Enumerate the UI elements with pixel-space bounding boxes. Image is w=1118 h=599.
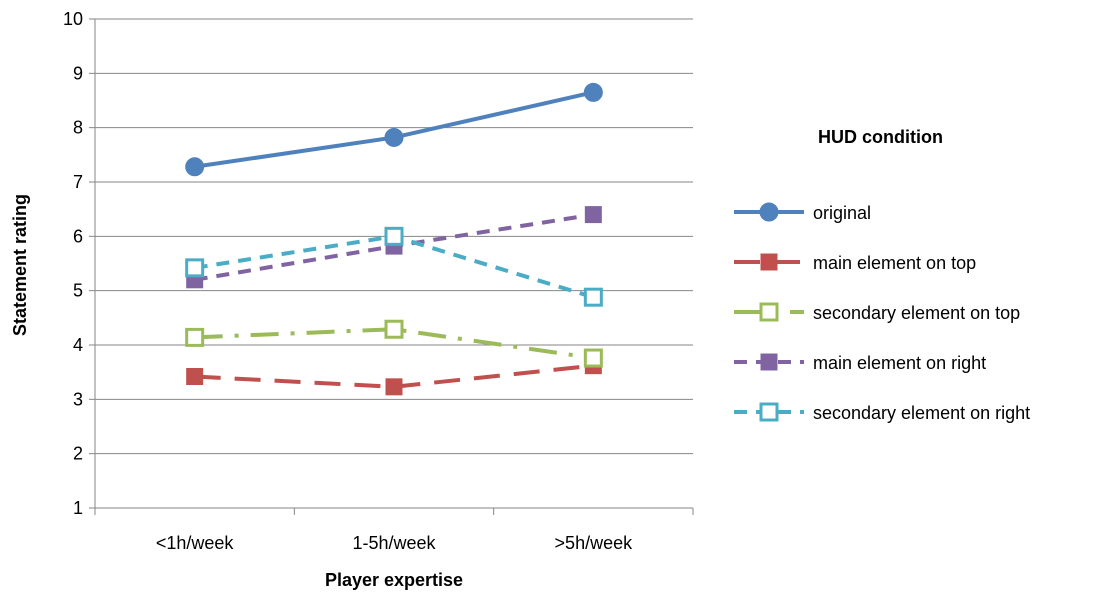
series-2-point-1 bbox=[384, 319, 404, 339]
legend-swatch-marker-4 bbox=[759, 402, 779, 422]
legend-item-2: secondary element on top bbox=[734, 302, 1020, 323]
series-line-2 bbox=[194, 327, 594, 361]
legend-swatch-marker-2 bbox=[759, 302, 779, 322]
y-tick-label-7: 7 bbox=[73, 172, 83, 192]
y-tick-label-10: 10 bbox=[63, 9, 83, 29]
y-tick-label-2: 2 bbox=[73, 444, 83, 464]
legend-label-2: secondary element on top bbox=[813, 303, 1020, 323]
legend-item-4: secondary element on right bbox=[734, 402, 1030, 423]
legend-label-0: original bbox=[813, 203, 871, 223]
series-3 bbox=[186, 206, 602, 289]
y-tick-label-1: 1 bbox=[73, 498, 83, 518]
x-axis-title: Player expertise bbox=[325, 570, 463, 590]
legend: original main element on top secondary ele… bbox=[734, 202, 1030, 423]
y-tick-label-5: 5 bbox=[73, 281, 83, 301]
y-tick-labels: 1 2 3 4 5 6 7 8 9 10 bbox=[63, 9, 83, 518]
series-2-point-0 bbox=[185, 327, 205, 347]
legend-swatch-marker-3 bbox=[760, 353, 778, 371]
legend-item-3: main element on right bbox=[734, 353, 986, 373]
series-0-point-0 bbox=[185, 157, 205, 177]
series-4 bbox=[185, 226, 603, 307]
y-tick-label-8: 8 bbox=[73, 118, 83, 138]
y-axis-title: Statement rating bbox=[10, 194, 30, 336]
legend-label-4: secondary element on right bbox=[813, 403, 1030, 423]
legend-label-3: main element on right bbox=[813, 353, 986, 373]
legend-title: HUD condition bbox=[818, 127, 943, 147]
legend-swatch-marker-1 bbox=[760, 253, 778, 271]
series-4-point-0 bbox=[185, 258, 205, 278]
y-tick-label-4: 4 bbox=[73, 335, 83, 355]
x-tick-label-0: <1h/week bbox=[156, 533, 235, 553]
series-3-point-2 bbox=[584, 206, 602, 224]
y-tick-label-9: 9 bbox=[73, 63, 83, 83]
axes bbox=[89, 18, 694, 515]
series-line-1 bbox=[194, 363, 594, 389]
series-1-point-1 bbox=[385, 378, 403, 396]
y-tick-label-3: 3 bbox=[73, 389, 83, 409]
series-1 bbox=[186, 357, 602, 396]
series-group bbox=[185, 82, 603, 396]
legend-item-1: main element on top bbox=[734, 253, 976, 273]
series-4-point-2 bbox=[583, 287, 603, 307]
series-0-point-2 bbox=[583, 82, 603, 102]
x-tick-labels: <1h/week 1-5h/week >5h/week bbox=[156, 533, 633, 553]
x-tick-label-2: >5h/week bbox=[555, 533, 634, 553]
series-0 bbox=[185, 82, 603, 177]
legend-swatch-marker-0 bbox=[759, 202, 779, 222]
series-2 bbox=[185, 319, 603, 368]
series-2-point-2 bbox=[583, 348, 603, 368]
y-tick-label-6: 6 bbox=[73, 226, 83, 246]
legend-item-0: original bbox=[734, 202, 871, 223]
x-tick-label-1: 1-5h/week bbox=[352, 533, 436, 553]
series-0-point-1 bbox=[384, 127, 404, 147]
legend-label-1: main element on top bbox=[813, 253, 976, 273]
series-1-point-0 bbox=[186, 368, 204, 386]
series-4-point-1 bbox=[384, 226, 404, 246]
